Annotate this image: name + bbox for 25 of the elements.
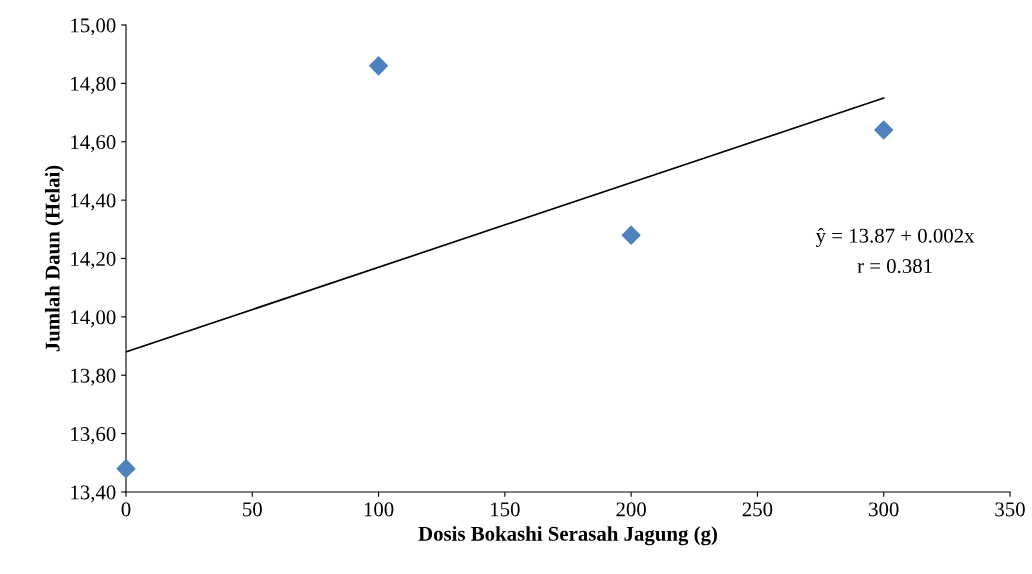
x-tick-label: 150	[491, 502, 520, 517]
y-tick-label: 14,20	[71, 251, 116, 269]
annotation: ŷ = 13.87 + 0.002x	[815, 227, 975, 247]
y-tick-label: 13,40	[71, 485, 116, 503]
x-tick-label: 50	[243, 502, 262, 517]
y-tick-label: 14,00	[71, 310, 116, 328]
point	[874, 120, 894, 140]
y-tick-label: 14,40	[71, 193, 116, 211]
x-tick-label: 300	[869, 502, 899, 517]
y-tick-label: 15,00	[71, 18, 116, 36]
y-tick-label: 14,60	[71, 135, 116, 153]
x-axis-title: Dosis Bokashi Serasah Jagung (g)	[418, 526, 717, 546]
point	[369, 56, 389, 76]
y-tick-label: 13,80	[71, 368, 116, 386]
x-tick-label: 200	[616, 502, 646, 517]
x-tick-label: 0	[121, 502, 131, 517]
annotation: r = 0.381	[857, 259, 932, 274]
x-tick-label: 100	[364, 502, 394, 517]
point	[621, 225, 641, 245]
x-tick-label: 350	[995, 502, 1025, 517]
y-tick-label: 13,60	[71, 427, 116, 445]
x-tick-label: 250	[742, 502, 773, 517]
point	[116, 459, 136, 479]
y-tick-label: 14,80	[71, 76, 116, 94]
y-axis-title: Jumlah Daun (Helai)	[44, 165, 64, 352]
